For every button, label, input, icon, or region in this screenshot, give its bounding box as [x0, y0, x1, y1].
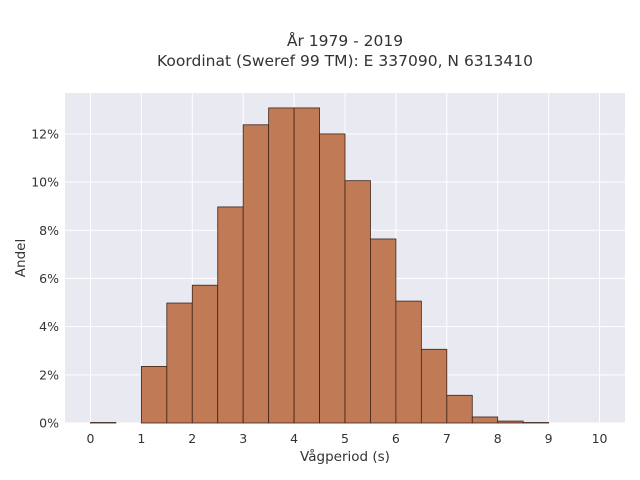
chart-title: År 1979 - 2019 [287, 31, 403, 50]
y-tick-label: 0% [39, 416, 59, 431]
histogram-bars [90, 107, 550, 424]
x-tick-label: 2 [188, 431, 196, 446]
y-axis-label: Andel [13, 239, 29, 277]
histogram-bar [191, 284, 219, 424]
x-tick-label: 5 [341, 431, 349, 446]
histogram-bar [344, 180, 371, 424]
x-tick-label: 7 [443, 431, 451, 446]
y-axis-ticks: 0% 2% 4% 6% 8% 10% 12% [31, 126, 59, 430]
histogram-bar [140, 365, 168, 424]
x-tick-label: 1 [137, 431, 145, 446]
histogram-bar [293, 107, 320, 424]
x-tick-label: 4 [290, 431, 298, 446]
histogram-bar [268, 107, 295, 424]
histogram-bar [217, 206, 244, 424]
histogram-bar [166, 302, 193, 424]
x-tick-label: 10 [592, 431, 608, 446]
y-tick-label: 4% [39, 319, 59, 334]
histogram-bar [370, 238, 397, 424]
histogram-bar [319, 133, 346, 424]
x-tick-label: 0 [86, 431, 94, 446]
y-tick-label: 10% [31, 175, 59, 190]
x-axis-ticks: 0 1 2 3 4 5 6 7 8 9 10 [86, 431, 607, 446]
histogram-bar [420, 348, 448, 424]
y-tick-label: 8% [39, 223, 59, 238]
y-tick-label: 6% [39, 271, 59, 286]
x-tick-label: 3 [239, 431, 247, 446]
x-tick-label: 6 [392, 431, 400, 446]
histogram-bar [497, 420, 524, 424]
chart-subtitle: Koordinat (Sweref 99 TM): E 337090, N 63… [157, 52, 533, 70]
histogram-bar [471, 416, 499, 424]
x-tick-label: 9 [545, 431, 553, 446]
y-tick-label: 12% [31, 126, 59, 141]
x-tick-label: 8 [494, 431, 502, 446]
y-tick-label: 2% [39, 367, 59, 382]
histogram-bar [242, 124, 270, 424]
histogram-bar [446, 394, 473, 424]
x-axis-label: Vågperiod (s) [300, 448, 390, 465]
histogram-bar [395, 300, 422, 424]
